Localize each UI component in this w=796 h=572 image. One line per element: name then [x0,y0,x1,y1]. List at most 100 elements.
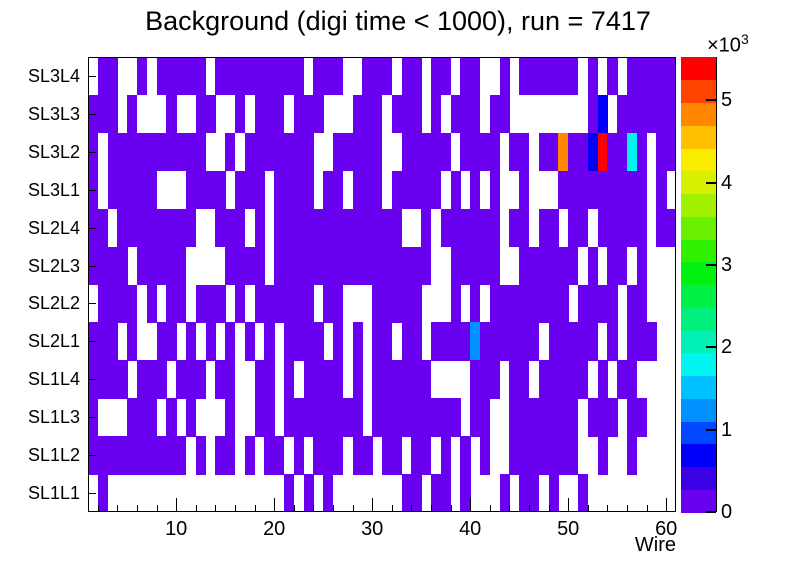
heatmap-cell [313,246,324,285]
heatmap-cell [489,170,501,210]
heatmap-cell [578,360,589,399]
heatmap-cell [313,398,324,437]
heatmap-cell [509,360,520,399]
heatmap-cell [656,132,667,172]
heatmap-cell [411,474,422,513]
heatmap-cell [97,57,109,96]
heatmap-cell [293,322,305,361]
heatmap-cell [450,208,461,248]
heatmap-hot-cell [627,132,638,172]
heatmap-cell [156,208,167,248]
heatmap-cell [342,398,354,437]
x-axis-major-tick [371,498,373,512]
heatmap-cell [107,170,118,210]
heatmap-cell [284,246,295,285]
heatmap-cell [333,246,344,285]
heatmap-cell [558,170,569,210]
heatmap-cell [146,246,158,285]
heatmap-cell [440,474,452,513]
colorbar-tick-label-1: 1 [721,418,733,441]
chart-title: Background (digi time < 1000), run = 741… [145,6,651,36]
heatmap-cell [578,322,589,361]
heatmap-cell [274,436,285,475]
heatmap-cell [186,208,197,248]
heatmap-cell [127,94,138,134]
heatmap-cell [323,474,334,513]
heatmap-cell [636,132,648,172]
y-axis-label-sl2l1: SL2L1 [27,331,80,352]
heatmap-cell [548,436,559,475]
heatmap-cell [205,284,216,323]
heatmap-cell [431,57,442,96]
x-axis-minor-tick [116,505,118,512]
x-axis-tick-label-30: 30 [361,518,384,540]
heatmap-hot-cell [597,132,608,172]
colorbar-tick-label-3: 3 [721,253,733,276]
heatmap-cell [225,246,236,285]
plot-frame [88,57,676,512]
heatmap-cell [323,284,334,323]
heatmap-cell [293,436,305,475]
heatmap-cell [421,208,432,248]
colorbar-axis-line [716,57,717,512]
heatmap-cell [636,208,648,248]
colorbar-tick-label-4: 4 [721,171,733,194]
heatmap-cell [607,322,618,361]
heatmap-cell [293,170,305,210]
x-axis-tick-label-10: 10 [165,518,188,540]
heatmap-cell [538,360,550,399]
heatmap-cell [529,246,540,285]
heatmap-cell [666,94,677,134]
heatmap-cell [284,57,295,96]
heatmap-cell [117,284,128,323]
x-axis-minor-tick [136,505,138,512]
heatmap-cell [127,132,138,172]
heatmap-cell [176,284,187,323]
heatmap-cell [284,170,295,210]
heatmap-cell [323,360,334,399]
heatmap-cell [352,132,363,172]
heatmap-cell [235,94,246,134]
heatmap-cell [166,208,177,248]
heatmap-cell [597,284,608,323]
heatmap-cell [166,246,177,285]
heatmap-cell [137,436,148,475]
heatmap-cell [617,132,628,172]
heatmap-cell [215,57,226,96]
heatmap-cell [499,284,510,323]
heatmap-cell [323,436,334,475]
heatmap-cell [460,436,471,475]
x-axis-tick-label-60: 60 [655,518,678,540]
colorbar-band [681,79,716,103]
x-axis-minor-tick [156,505,158,512]
heatmap-cell [568,398,579,437]
heatmap-cell [146,360,158,399]
heatmap-cell [225,57,236,96]
heatmap-cell [362,208,373,248]
heatmap-cell [372,284,383,323]
heatmap-cell [362,246,373,285]
heatmap-cell [529,322,540,361]
heatmap-cell [587,94,599,134]
heatmap-cell [264,360,275,399]
heatmap-cell [333,208,344,248]
x-axis-minor-tick [626,505,628,512]
heatmap-cell [313,436,324,475]
heatmap-cell [489,94,501,134]
heatmap-cell [303,322,314,361]
heatmap-cell [342,208,354,248]
heatmap-cell [342,132,354,172]
heatmap-cell [391,436,403,475]
heatmap-cell [597,398,608,437]
heatmap-cell [401,246,412,285]
heatmap-cell [480,436,491,475]
heatmap-cell [382,57,393,96]
heatmap-cell [460,322,471,361]
x-axis-minor-tick [293,505,295,512]
y-axis-label-sl2l4: SL2L4 [27,217,80,238]
heatmap-cell [264,94,275,134]
heatmap-cell [293,132,305,172]
heatmap-cell [460,246,471,285]
heatmap-cell [225,436,236,475]
heatmap-cell [244,57,256,96]
